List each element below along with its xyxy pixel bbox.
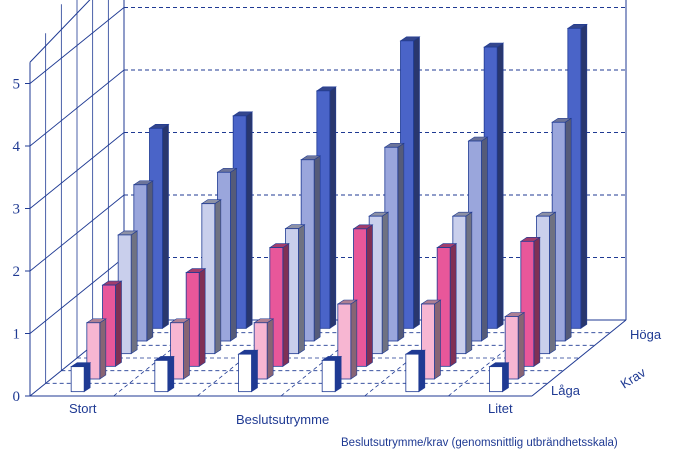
bar-side-face [449, 243, 457, 367]
bar-side-face [366, 224, 373, 367]
y-tick-label: 2 [13, 264, 21, 280]
bar [404, 349, 426, 393]
bar-side-face [83, 362, 91, 393]
bar-side-face [465, 211, 473, 355]
grid-layer [25, 0, 627, 397]
bar-side-face [130, 230, 138, 355]
floor-right-edge [531, 319, 627, 397]
left-wall-gridline [29, 132, 125, 209]
bar-side-face [266, 318, 274, 380]
bar-side-face [580, 23, 588, 329]
depth-front-label: Låga [551, 383, 581, 398]
bars-layer [70, 23, 588, 393]
bar-side-face [313, 155, 321, 342]
y-tick-label: 5 [13, 77, 21, 93]
bar-side-face [282, 243, 290, 367]
bar [321, 355, 343, 393]
bar-side-face [251, 349, 258, 393]
bar-front-face [70, 366, 85, 393]
bar-side-face [496, 42, 504, 329]
bar-side-face [198, 268, 206, 367]
bar-side-face [434, 299, 441, 380]
bar-side-face [329, 86, 337, 329]
bar-front-face [321, 360, 336, 393]
bar-side-face [413, 36, 420, 329]
bar-side-face [334, 355, 342, 393]
x-axis-title: Beslutsutrymme [236, 412, 329, 427]
bar-side-face [115, 280, 122, 367]
y-tick-label: 4 [13, 139, 21, 155]
left-wall-gridline [29, 7, 125, 84]
bar-side-face [533, 236, 541, 367]
y-tick-label: 1 [13, 327, 21, 343]
bar-front-face [489, 366, 503, 393]
bar-side-face [502, 362, 509, 393]
bar-side-face [381, 211, 389, 355]
bar-side-face [481, 136, 488, 342]
bar [488, 362, 510, 393]
bar [253, 318, 275, 380]
bar-side-face [517, 311, 525, 380]
y-tick-label: 3 [13, 202, 21, 218]
depth-axis-title: Krav [618, 364, 649, 391]
bar-side-face [183, 318, 190, 380]
x-end-label-left: Stort [69, 401, 97, 416]
bar-side-face [298, 224, 305, 355]
x-end-label-right: Litet [488, 401, 513, 416]
bar-front-face [238, 353, 252, 393]
bar [153, 355, 175, 393]
left-wall-gridline [29, 194, 125, 272]
bar-side-face [245, 111, 253, 329]
bar-side-face [146, 180, 154, 342]
bar-side-face [167, 355, 175, 393]
bar-side-face [350, 299, 358, 380]
bar-side-face [418, 349, 426, 393]
bar-side-face [564, 117, 572, 342]
bar [70, 362, 92, 393]
bar-side-face [549, 211, 556, 355]
left-wall-gridline [29, 69, 125, 147]
bar-side-face [99, 318, 107, 380]
bar-side-face [230, 167, 237, 342]
left-wall-gridline [29, 257, 125, 334]
bar-side-face [214, 199, 222, 355]
bar-side-face [162, 123, 169, 329]
bar-front-face [405, 353, 420, 393]
depth-back-label: Höga [630, 327, 662, 342]
bar-front-face [154, 360, 169, 393]
bar-side-face [397, 142, 405, 342]
chart-caption: Beslutsutrymme/krav (genomsnittlig utbrä… [341, 437, 618, 449]
bar [237, 349, 259, 393]
y-tick-label: 0 [13, 389, 21, 405]
